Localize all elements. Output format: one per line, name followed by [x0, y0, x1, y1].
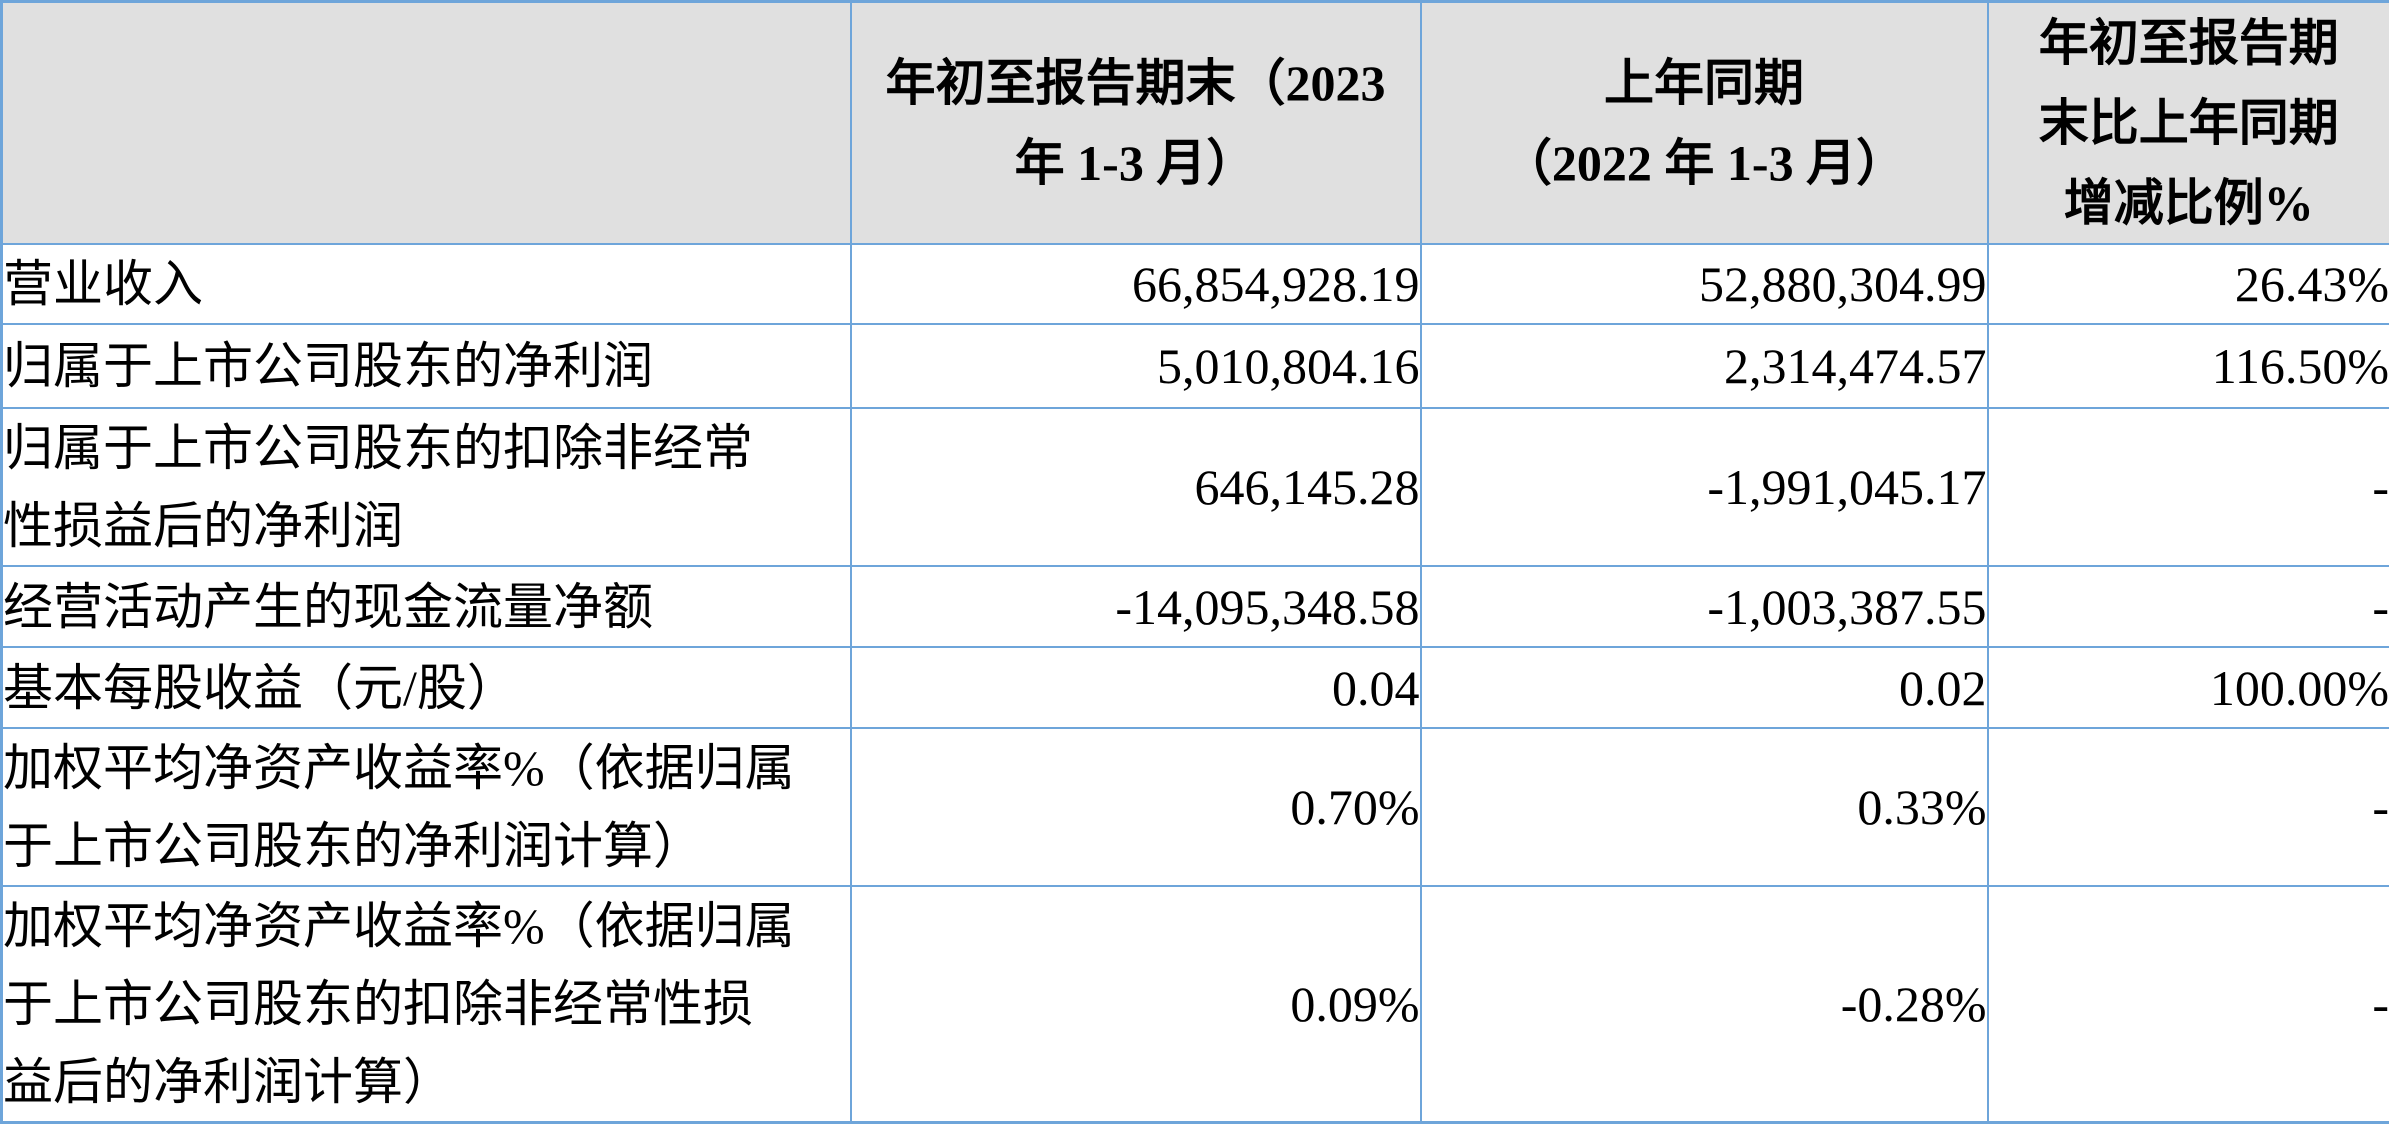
metric-label: 基本每股收益（元/股） [2, 647, 851, 728]
prior-period-value: -1,003,387.55 [1421, 566, 1988, 647]
change-ratio-value: - [1988, 886, 2389, 1123]
metric-label-line: 于上市公司股东的扣除非经常性损 [3, 965, 850, 1043]
current-period-value: 66,854,928.19 [851, 244, 1421, 324]
metric-label: 归属于上市公司股东的净利润 [2, 324, 851, 408]
prior-period-value: 2,314,474.57 [1421, 324, 1988, 408]
header-line: 末比上年同期 [1989, 83, 2389, 163]
table-row-weighted-roe-excl-nonrecurring: 加权平均净资产收益率%（依据归属 于上市公司股东的扣除非经常性损 益后的净利润计… [2, 886, 2389, 1123]
prior-period-value: -0.28% [1421, 886, 1988, 1123]
metric-label-line: 加权平均净资产收益率%（依据归属 [3, 729, 850, 807]
metric-label-line: 加权平均净资产收益率%（依据归属 [3, 887, 850, 965]
current-period-value: 0.09% [851, 886, 1421, 1123]
header-line: 年 1-3 月） [852, 123, 1420, 203]
metric-label-line: 营业收入 [3, 245, 850, 323]
metric-label-line: 归属于上市公司股东的扣除非经常 [3, 409, 850, 487]
prior-period-value: 0.02 [1421, 647, 1988, 728]
header-line: 年初至报告期 [1989, 3, 2389, 83]
header-cell-change-ratio: 年初至报告期 末比上年同期 增减比例% [1988, 2, 2389, 245]
metric-label-line: 益后的净利润计算） [3, 1043, 850, 1121]
change-ratio-value: 26.43% [1988, 244, 2389, 324]
change-ratio-value: - [1988, 728, 2389, 886]
change-ratio-value: 100.00% [1988, 647, 2389, 728]
header-line: 上年同期 [1422, 43, 1987, 123]
table-row-basic-eps: 基本每股收益（元/股） 0.04 0.02 100.00% [2, 647, 2389, 728]
change-ratio-value: 116.50% [1988, 324, 2389, 408]
prior-period-value: 0.33% [1421, 728, 1988, 886]
current-period-value: 646,145.28 [851, 408, 1421, 566]
metric-label: 加权平均净资产收益率%（依据归属 于上市公司股东的扣除非经常性损 益后的净利润计… [2, 886, 851, 1123]
prior-period-value: 52,880,304.99 [1421, 244, 1988, 324]
current-period-value: 5,010,804.16 [851, 324, 1421, 408]
change-ratio-value: - [1988, 566, 2389, 647]
metric-label: 加权平均净资产收益率%（依据归属 于上市公司股东的净利润计算） [2, 728, 851, 886]
header-line: 年初至报告期末（2023 [852, 43, 1420, 123]
metric-label-line: 基本每股收益（元/股） [3, 649, 850, 727]
table-header-row: 年初至报告期末（2023 年 1-3 月） 上年同期 （2022 年 1-3 月… [2, 2, 2389, 245]
metric-label: 营业收入 [2, 244, 851, 324]
current-period-value: 0.04 [851, 647, 1421, 728]
metric-label-line: 于上市公司股东的净利润计算） [3, 807, 850, 885]
header-cell-prior-period: 上年同期 （2022 年 1-3 月） [1421, 2, 1988, 245]
metric-label-line: 性损益后的净利润 [3, 487, 850, 565]
table-row-net-profit: 归属于上市公司股东的净利润 5,010,804.16 2,314,474.57 … [2, 324, 2389, 408]
change-ratio-value: - [1988, 408, 2389, 566]
header-line: （2022 年 1-3 月） [1422, 123, 1987, 203]
header-cell-current-period: 年初至报告期末（2023 年 1-3 月） [851, 2, 1421, 245]
metric-label: 归属于上市公司股东的扣除非经常 性损益后的净利润 [2, 408, 851, 566]
current-period-value: -14,095,348.58 [851, 566, 1421, 647]
current-period-value: 0.70% [851, 728, 1421, 886]
table-row-net-profit-excl-nonrecurring: 归属于上市公司股东的扣除非经常 性损益后的净利润 646,145.28 -1,9… [2, 408, 2389, 566]
table-row-weighted-roe: 加权平均净资产收益率%（依据归属 于上市公司股东的净利润计算） 0.70% 0.… [2, 728, 2389, 886]
metric-label-line: 经营活动产生的现金流量净额 [3, 568, 850, 646]
table-row-operating-revenue: 营业收入 66,854,928.19 52,880,304.99 26.43% [2, 244, 2389, 324]
header-cell-metric [2, 2, 851, 245]
prior-period-value: -1,991,045.17 [1421, 408, 1988, 566]
metric-label-line: 归属于上市公司股东的净利润 [3, 327, 850, 405]
header-line: 增减比例% [1989, 163, 2389, 243]
metric-label: 经营活动产生的现金流量净额 [2, 566, 851, 647]
table-row-operating-cash-flow: 经营活动产生的现金流量净额 -14,095,348.58 -1,003,387.… [2, 566, 2389, 647]
